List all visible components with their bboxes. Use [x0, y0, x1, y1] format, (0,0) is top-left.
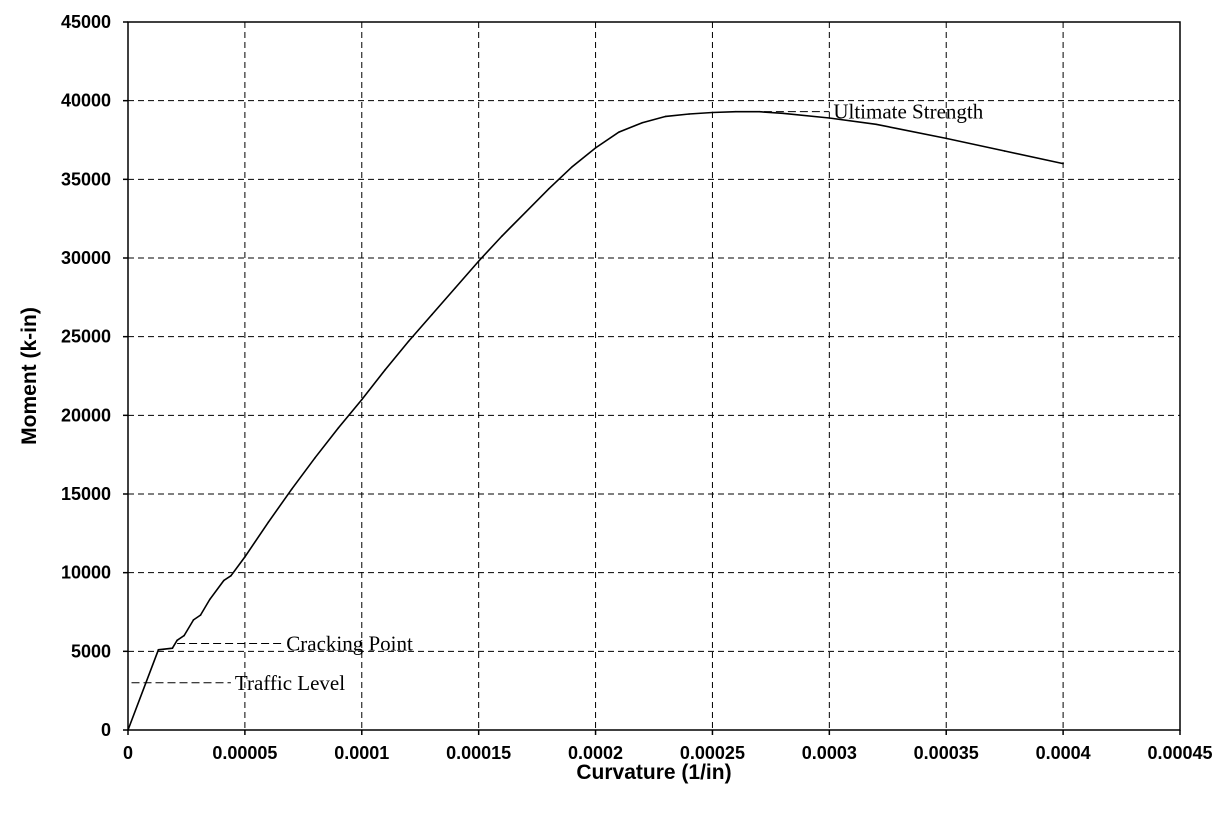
- grid-lines: [128, 22, 1180, 730]
- x-tick-label: 0: [123, 743, 133, 763]
- data-point: [176, 640, 178, 642]
- x-tick-label: 0.00045: [1147, 743, 1212, 763]
- data-point: [1062, 163, 1064, 165]
- data-point: [829, 117, 831, 119]
- data-point: [209, 599, 211, 601]
- data-point: [501, 235, 503, 237]
- data-point: [712, 112, 714, 114]
- data-point: [267, 522, 269, 524]
- x-tick-label: 0.00025: [680, 743, 745, 763]
- data-point: [571, 166, 573, 168]
- y-tick-label: 35000: [61, 169, 111, 189]
- y-tick-label: 45000: [61, 12, 111, 32]
- y-tick-label: 15000: [61, 484, 111, 504]
- x-tick-label: 0.0002: [568, 743, 623, 763]
- annotations: Ultimate Strength Cracking Point Traffic L…: [132, 100, 984, 695]
- annotation-label: Cracking Point: [286, 631, 413, 655]
- data-point: [230, 575, 232, 577]
- data-point: [361, 399, 363, 401]
- data-point: [193, 619, 195, 621]
- y-tick-label: 25000: [61, 327, 111, 347]
- data-point: [735, 111, 737, 113]
- data-point: [782, 112, 784, 114]
- y-tick-label: 5000: [71, 641, 111, 661]
- data-point: [384, 369, 386, 371]
- y-tick-label: 40000: [61, 91, 111, 111]
- x-axis-title: Curvature (1/in): [576, 761, 731, 784]
- data-point: [127, 729, 129, 731]
- y-tick-label: 30000: [61, 248, 111, 268]
- data-point: [1004, 150, 1006, 152]
- data-point: [200, 614, 202, 616]
- data-point: [945, 138, 947, 140]
- y-tick-label: 10000: [61, 563, 111, 583]
- data-point: [665, 116, 667, 118]
- x-tick-label: 0.0003: [802, 743, 857, 763]
- data-point: [291, 488, 293, 490]
- data-point: [338, 427, 340, 429]
- annotation-label: Ultimate Strength: [833, 100, 983, 124]
- data-point: [688, 113, 690, 115]
- data-point: [454, 287, 456, 289]
- y-tick-label: 0: [101, 720, 111, 740]
- data-point: [158, 649, 160, 651]
- data-point: [183, 635, 185, 637]
- x-tick-label: 0.00005: [212, 743, 277, 763]
- y-axis-ticks: 0 5000 10000 15000 20000 25000 30000 35000 40000…: [61, 12, 128, 740]
- annotation-label: Traffic Level: [235, 671, 345, 695]
- y-axis-title: Moment (k-in): [18, 307, 41, 445]
- data-point: [431, 314, 433, 316]
- data-point: [223, 580, 225, 582]
- data-point: [875, 123, 877, 125]
- plot-area-frame: [128, 22, 1180, 730]
- y-tick-label: 20000: [61, 405, 111, 425]
- data-point: [642, 122, 644, 124]
- data-point: [548, 188, 550, 190]
- data-point: [172, 647, 174, 649]
- data-point: [244, 556, 246, 558]
- data-point: [758, 111, 760, 113]
- x-tick-label: 0.0001: [334, 743, 389, 763]
- x-axis-ticks: 0 0.00005 0.0001 0.00015 0.0002 0.00025 0.0003…: [123, 730, 1213, 763]
- data-point: [595, 147, 597, 149]
- x-tick-label: 0.0004: [1036, 743, 1091, 763]
- x-tick-label: 0.00015: [446, 743, 511, 763]
- data-point: [478, 260, 480, 262]
- data-point: [525, 212, 527, 214]
- data-point: [408, 341, 410, 343]
- data-point: [618, 131, 620, 133]
- x-tick-label: 0.00035: [914, 743, 979, 763]
- data-point: [314, 457, 316, 459]
